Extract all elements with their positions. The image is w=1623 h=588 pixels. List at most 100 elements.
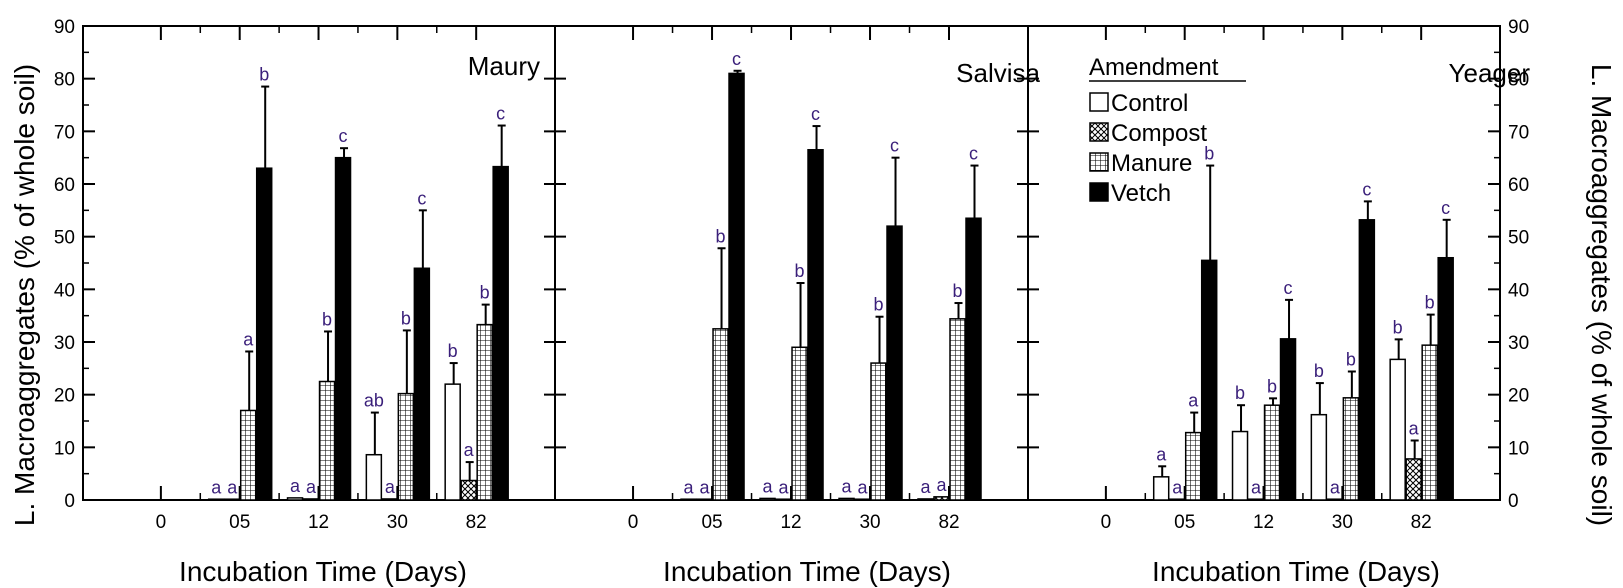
x-tick-label: 82 [938,512,959,533]
significance-label: a [937,475,948,495]
legend-swatch-control [1089,92,1109,112]
bar-compost [775,498,792,501]
y-tick-label-right: 90 [1508,17,1529,38]
significance-label: a [464,440,475,460]
bar-compost [381,498,399,501]
bar-manure [476,323,493,501]
bar-manure [1421,344,1438,501]
y-axis-label-left: L. Macroaggregates (% of whole soil) [9,64,40,526]
legend-label-compost: Compost [1111,120,1207,147]
bar-manure [239,409,257,501]
bar-compost [460,479,477,501]
bar-control [838,497,855,501]
significance-label: a [385,477,396,497]
legend-title: Amendment [1089,54,1219,81]
x-tick-label: 0 [1101,512,1112,533]
y-tick-label-right: 0 [1508,491,1519,512]
bar-manure [318,380,336,501]
bar-control [917,498,934,501]
y-tick-label-left: 20 [54,386,75,407]
significance-label: b [1393,317,1403,337]
bar-manure [949,318,966,501]
x-tick-label: 0 [628,512,639,533]
legend-swatch-manure [1089,152,1109,172]
significance-label: a [211,477,222,497]
y-tick-label-right: 80 [1508,70,1529,91]
significance-label: b [795,261,805,281]
bar-vetch [334,156,352,501]
significance-label: b [1314,361,1324,381]
y-tick-label-right: 50 [1508,228,1529,249]
bar-manure [1342,397,1360,501]
y-tick-label-left: 80 [54,70,75,91]
bar-compost [302,498,320,501]
bar-vetch [1279,338,1297,501]
legend-label-control: Control [1111,90,1188,117]
y-tick-label-right: 20 [1508,386,1529,407]
significance-label: b [448,341,458,361]
x-tick-label: 82 [466,512,487,533]
x-tick-label: 12 [1253,512,1274,533]
significance-label: a [1251,477,1262,497]
bar-compost [933,496,950,501]
bar-vetch [965,217,982,501]
significance-label: a [700,477,711,497]
legend: Amendment Control Compost Manure Vetch [1089,54,1246,207]
x-axis-label-salvisa: Incubation Time (Days) [663,556,951,587]
y-tick-label-right: 60 [1508,175,1529,196]
significance-label: c [417,188,426,208]
bar-vetch [807,149,824,501]
bar-control [1152,476,1170,501]
bar-compost [854,498,871,501]
significance-label: b [953,281,963,301]
significance-label: a [684,477,695,497]
legend-label-manure: Manure [1111,150,1192,177]
bar-vetch [886,225,903,501]
significance-label: a [1172,477,1183,497]
significance-label: c [1441,198,1450,218]
bar-vetch [413,267,431,501]
significance-label: a [1188,391,1199,411]
significance-label: c [496,104,505,124]
x-tick-label: 05 [229,512,250,533]
bar-manure [791,346,808,501]
significance-label: b [322,309,332,329]
y-tick-label-right: 30 [1508,333,1529,354]
y-tick-label-left: 0 [64,491,75,512]
x-tick-label: 05 [701,512,722,533]
significance-label: a [921,477,932,497]
bar-compost [223,498,241,501]
y-tick-label-left: 50 [54,228,75,249]
significance-label: a [243,329,254,349]
significance-label: b [1425,293,1435,313]
bar-control [759,497,776,501]
bar-vetch [1437,256,1454,501]
significance-label: a [227,477,238,497]
significance-label: a [858,477,869,497]
x-tick-label: 0 [156,512,167,533]
bar-vetch [255,167,273,501]
bar-compost [1326,498,1344,501]
bar-compost [1247,498,1265,501]
bar-vetch [1358,219,1376,501]
y-tick-label-left: 40 [54,280,75,301]
significance-label: a [779,477,790,497]
legend-label-vetch: Vetch [1111,180,1171,207]
panel-title-yeager: Yeager [1449,58,1531,88]
legend-swatch-vetch [1089,182,1109,202]
chart-panels: 0 0 10 10 20 20 30 30 40 40 50 50 60 60 70 70 80 80 90 90 0 0… [54,17,1529,533]
bar-control [1310,413,1328,501]
y-tick-label-right: 10 [1508,438,1529,459]
bar-control [444,383,461,501]
significance-label: b [1235,383,1245,403]
y-axis-label-right: L. Macroaggregates (% of whole soil) [1586,64,1617,526]
significance-label: b [259,65,269,85]
panel-title-salvisa: Salvisa [956,58,1040,88]
bar-control [1389,358,1406,501]
y-tick-label-left: 10 [54,438,75,459]
significance-label: c [890,136,899,156]
x-tick-label: 82 [1411,512,1432,533]
